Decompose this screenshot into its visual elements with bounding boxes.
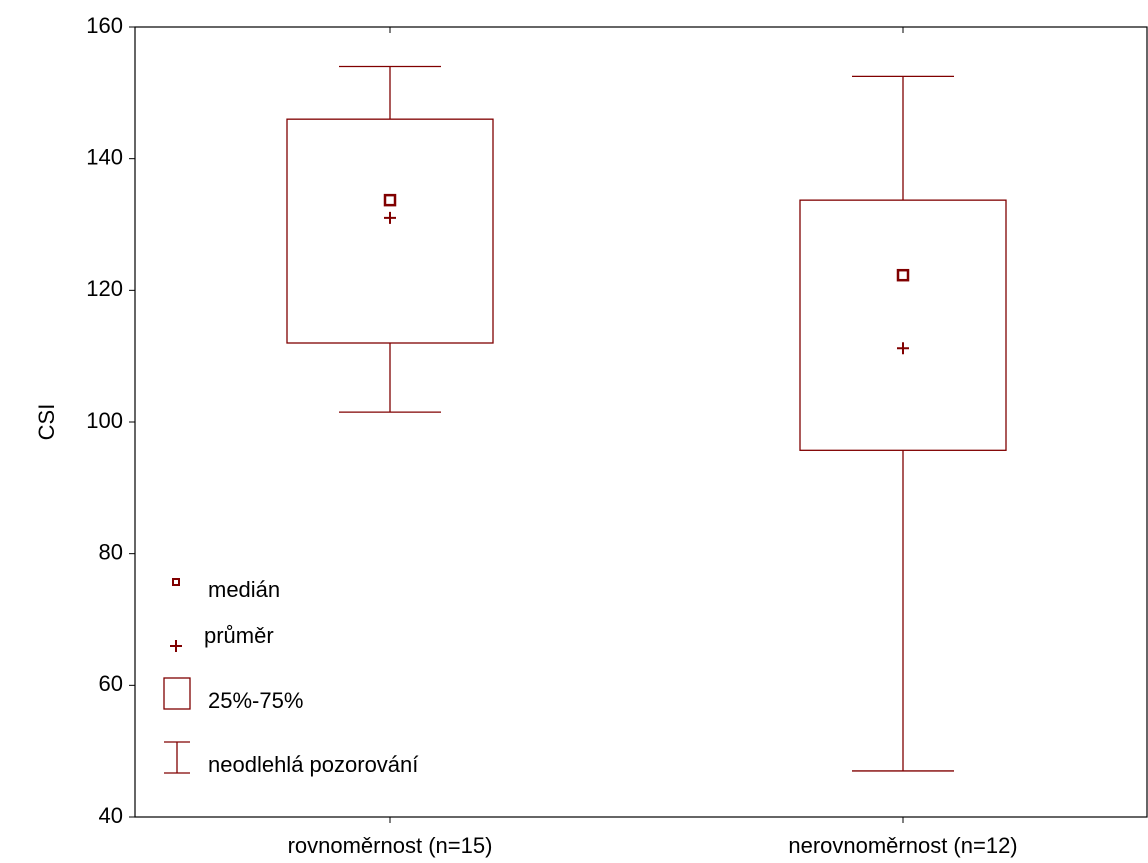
mean-marker	[384, 211, 396, 224]
legend-median-label: medián	[208, 577, 280, 602]
legend-mean-icon	[170, 640, 182, 652]
legend-whisker-label: neodlehlá pozorování	[208, 752, 418, 777]
legend-box-icon	[163, 677, 191, 710]
y-tick-label: 100	[86, 408, 123, 433]
y-tick-label: 120	[86, 276, 123, 301]
y-axis-label: CSI	[34, 404, 59, 441]
legend-mean-label: průměr	[204, 623, 274, 648]
y-tick-label: 140	[86, 144, 123, 169]
median-marker	[383, 193, 397, 207]
y-tick-label: 40	[99, 803, 123, 828]
x-tick-label: rovnoměrnost (n=15)	[288, 833, 493, 858]
mean-marker	[897, 342, 909, 355]
y-tick-label: 160	[86, 13, 123, 38]
box	[799, 199, 1007, 451]
median-marker	[896, 268, 910, 282]
legend-box-label: 25%-75%	[208, 688, 303, 713]
y-tick-label: 60	[99, 671, 123, 696]
legend-whisker-icon	[164, 741, 190, 774]
box	[286, 118, 494, 344]
x-tick-label: nerovnoměrnost (n=12)	[788, 833, 1017, 858]
y-tick-label: 80	[99, 539, 123, 564]
legend-median-icon	[172, 578, 180, 586]
